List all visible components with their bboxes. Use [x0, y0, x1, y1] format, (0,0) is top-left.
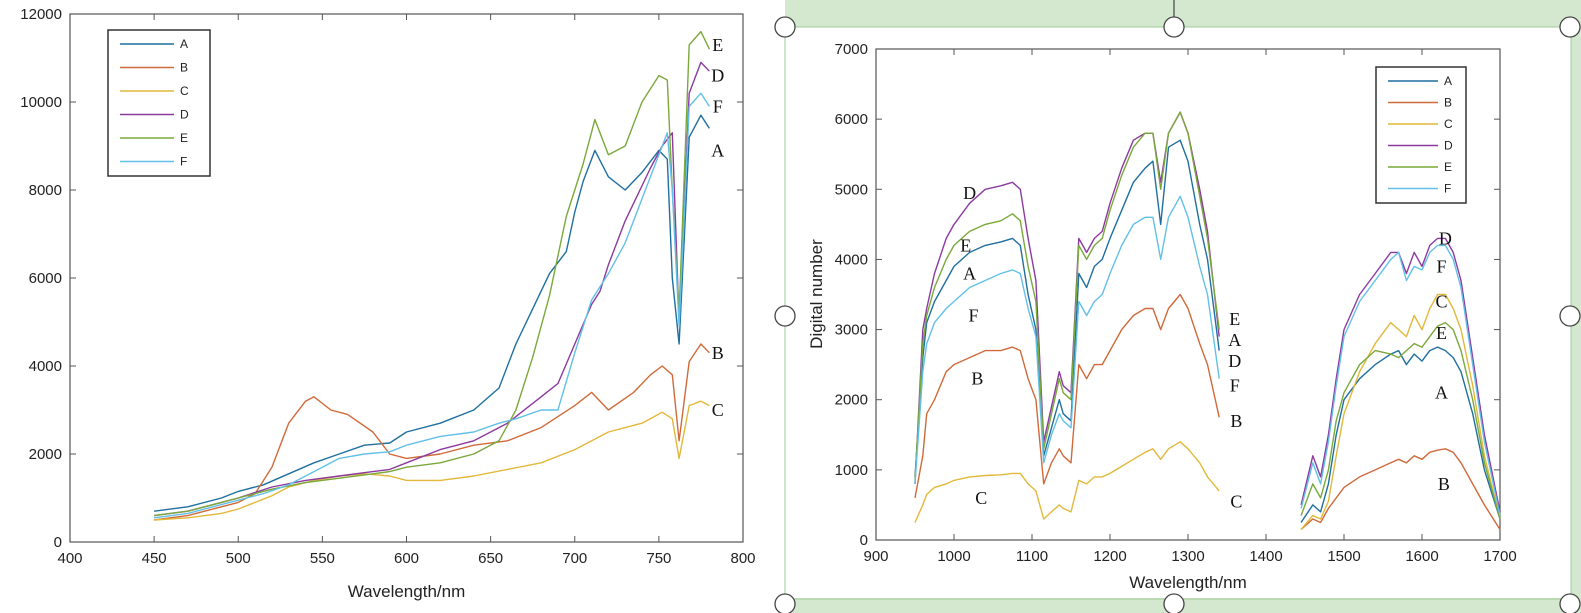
x-tick-label: 1200 [1093, 548, 1126, 565]
y-tick-label: 0 [860, 532, 868, 549]
curve-label: D [963, 183, 976, 203]
legend-label-c: C [180, 84, 189, 98]
y-tick-label: 10000 [20, 94, 62, 111]
x-tick-label: 1100 [1016, 548, 1048, 565]
curve-label: B [971, 369, 983, 389]
series-line-f [914, 195, 1501, 516]
x-tick-label: 600 [394, 550, 419, 567]
y-tick-label: 6000 [835, 111, 868, 128]
x-tick-label: 1600 [1405, 548, 1438, 565]
curve-label: A [1435, 383, 1448, 403]
legend-label-f: F [1444, 182, 1451, 196]
series-line-d [154, 61, 710, 517]
series-line-b [914, 293, 1501, 531]
curve-label: F [713, 96, 723, 116]
resize-handle-bottom-middle[interactable] [1163, 593, 1185, 613]
left-chart: 400 450 500 550 600 650 700 750 8000200040006000… [20, 6, 755, 601]
x-axis-title: Wavelength/nm [348, 582, 465, 601]
curve-label: C [712, 400, 724, 420]
y-tick-label: 4000 [29, 358, 62, 375]
curve-label: F [968, 306, 978, 326]
curve-label: F [1436, 256, 1446, 276]
curve-label: D [1439, 228, 1452, 248]
curve-label: E [712, 35, 723, 55]
resize-handle-middle-right[interactable] [1559, 305, 1581, 327]
curve-label: E [1229, 309, 1240, 329]
y-axis-title: Digital number [807, 239, 826, 349]
series-line-a [154, 114, 710, 512]
y-tick-label: 4000 [835, 251, 868, 268]
series-line-c [154, 400, 710, 521]
legend-label-c: C [1444, 117, 1453, 131]
resize-handle-bottom-left[interactable] [774, 593, 796, 613]
y-tick-label: 8000 [29, 182, 62, 199]
resize-handle-middle-left[interactable] [774, 305, 796, 327]
x-tick-label: 1000 [937, 548, 970, 565]
series-line-c [914, 293, 1501, 530]
curve-label: C [1230, 491, 1242, 511]
y-tick-label: 12000 [20, 6, 62, 23]
series-line-f [154, 92, 710, 519]
x-tick-label: 700 [562, 550, 587, 567]
curve-label: E [1436, 323, 1447, 343]
series-line-e [914, 111, 1501, 520]
x-tick-label: 750 [646, 550, 671, 567]
resize-handle-top-left[interactable] [774, 16, 796, 38]
curve-label: F [1230, 376, 1240, 396]
x-tick-label: 1400 [1249, 548, 1282, 565]
curve-label: A [963, 263, 976, 283]
legend-label-b: B [180, 61, 188, 75]
legend-label-d: D [180, 108, 189, 122]
x-tick-label: 550 [310, 550, 335, 567]
curve-label: D [711, 66, 724, 86]
right-chart: 900 1000 1100 1200 1300 1400 1500 1600 1700 0 1000… [807, 41, 1517, 592]
y-tick-label: 2000 [29, 446, 62, 463]
y-tick-label: 2000 [835, 392, 868, 409]
y-tick-label: 0 [54, 534, 62, 551]
curve-label: C [1435, 292, 1447, 312]
x-axis-title: Wavelength/nm [1129, 573, 1246, 592]
y-tick-label: 3000 [835, 322, 868, 339]
legend-box [107, 29, 211, 177]
y-tick-label: 6000 [29, 270, 62, 287]
x-tick-label: 650 [478, 550, 503, 567]
x-tick-label: 400 [57, 550, 82, 567]
curve-label: B [1230, 411, 1242, 431]
legend-label-f: F [180, 155, 187, 169]
legend-box [1375, 66, 1467, 204]
legend-label-a: A [180, 37, 188, 51]
curve-label: A [1228, 330, 1241, 350]
x-tick-label: 800 [730, 550, 755, 567]
legend-label-e: E [1444, 160, 1452, 174]
resize-handle-bottom-right[interactable] [1559, 593, 1581, 613]
x-tick-label: 1300 [1171, 548, 1204, 565]
resize-handles [774, 16, 1581, 613]
curve-label: B [712, 343, 724, 363]
legend-label-e: E [180, 131, 188, 145]
legend-label-a: A [1444, 74, 1452, 88]
x-tick-label: 500 [226, 550, 251, 567]
series-line-a [914, 139, 1501, 523]
resize-handle-top-middle[interactable] [1163, 16, 1185, 38]
curve-label: A [711, 140, 724, 160]
curve-label: B [1438, 474, 1450, 494]
y-tick-label: 5000 [835, 181, 868, 198]
x-tick-label: 450 [142, 550, 167, 567]
curve-label: E [960, 235, 971, 255]
curve-label: C [975, 488, 987, 508]
series-line-b [154, 343, 710, 521]
y-tick-label: 7000 [835, 41, 868, 58]
x-tick-label: 1500 [1327, 548, 1360, 565]
x-tick-label: 1700 [1483, 548, 1516, 565]
curve-label: D [1228, 351, 1241, 371]
resize-handle-top-right[interactable] [1559, 16, 1581, 38]
series-line-e [154, 30, 711, 517]
legend-label-d: D [1444, 139, 1453, 153]
y-tick-label: 1000 [835, 462, 868, 479]
legend-label-b: B [1444, 96, 1452, 110]
x-tick-label: 900 [863, 548, 888, 565]
